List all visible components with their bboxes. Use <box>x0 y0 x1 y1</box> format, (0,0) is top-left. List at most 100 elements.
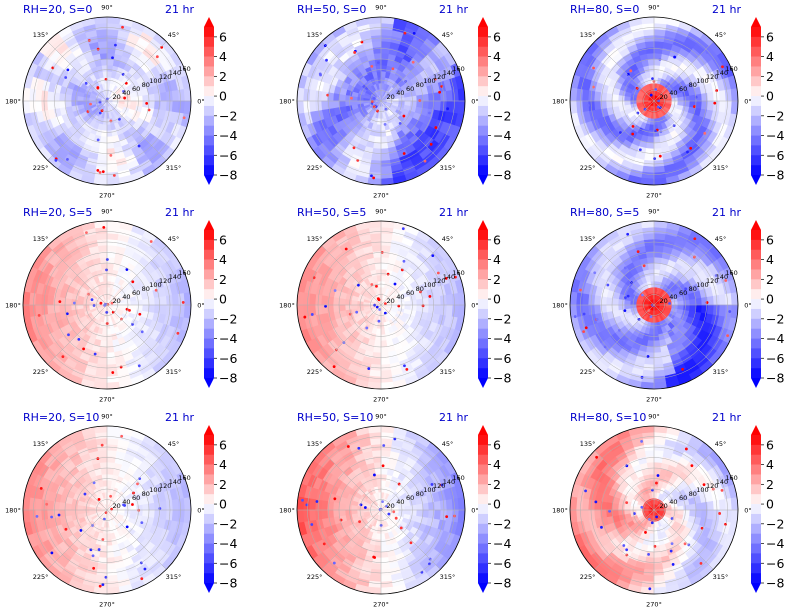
colorbar-tick-label: −4 <box>493 128 511 143</box>
colorbar-tick-label: 4 <box>219 457 227 472</box>
direction-tick-label: 180° <box>552 302 568 310</box>
colorbar-segment <box>478 145 488 156</box>
direction-tick-label: 315° <box>713 368 729 376</box>
heatmap-cell <box>46 295 54 306</box>
colorbar-segment <box>478 338 488 349</box>
radius-tick-label: 40 <box>669 89 677 97</box>
heatmap-speckle <box>50 551 54 555</box>
radius-tick-label: 160 <box>178 65 190 73</box>
colorbar-tick-label: −2 <box>493 108 511 123</box>
heatmap-cell <box>648 328 655 336</box>
direction-tick-label: 0° <box>197 507 204 515</box>
heatmap-speckle <box>370 100 374 103</box>
heatmap-cell <box>653 346 662 354</box>
colorbar-tick-label: 6 <box>219 437 227 452</box>
colorbar-segment <box>751 145 761 156</box>
colorbar-segment <box>751 289 761 300</box>
colorbar-tick-label: 2 <box>219 477 227 492</box>
heatmap-speckle <box>131 280 135 284</box>
heatmap-cell <box>653 64 660 72</box>
heatmap-cell <box>106 142 115 150</box>
heatmap-cell <box>106 473 113 481</box>
colorbar-segment <box>751 135 761 146</box>
colorbar-tick-label: 6 <box>219 29 227 44</box>
colorbar-segment <box>751 165 761 176</box>
radius-tick-label: 60 <box>132 494 140 502</box>
heatmap-speckle <box>721 65 724 69</box>
heatmap-speckle <box>77 337 81 341</box>
colorbar-tick-label: 2 <box>493 272 501 287</box>
heatmap-cell <box>97 40 108 48</box>
heatmap-cell <box>106 17 121 25</box>
heatmap-speckle <box>653 157 656 161</box>
heatmap-speckle <box>356 158 360 162</box>
heatmap-cell <box>653 148 663 156</box>
heatmap-cell <box>375 334 382 342</box>
heatmap-speckle <box>654 289 658 293</box>
heatmap-speckle <box>693 237 697 241</box>
heatmap-cell <box>106 346 115 354</box>
heatmap-cell <box>106 557 116 565</box>
heatmap-speckle <box>101 538 105 541</box>
heatmap-speckle <box>176 331 180 335</box>
colorbar-segment <box>751 328 761 339</box>
heatmap-cell <box>64 503 72 511</box>
angular-gridline <box>380 100 441 161</box>
heatmap-cell <box>58 502 66 511</box>
heatmap-cell <box>106 58 114 66</box>
colorbar-segment <box>478 115 488 126</box>
heatmap-cell <box>106 221 121 229</box>
colorbar-extend-bottom <box>751 378 761 388</box>
heatmap-cell <box>76 95 84 102</box>
colorbar-tick-label: −2 <box>766 108 784 123</box>
heatmap-cell <box>599 304 607 314</box>
heatmap-cell <box>648 124 655 132</box>
colorbar-segment <box>751 105 761 117</box>
colorbar-tick-label: 6 <box>493 232 501 247</box>
heatmap-cell <box>404 509 412 516</box>
heatmap-cell <box>646 52 655 60</box>
heatmap-cell <box>46 100 54 111</box>
heatmap-cell <box>160 91 168 102</box>
heatmap-cell <box>653 250 663 258</box>
heatmap-cell <box>58 93 66 102</box>
heatmap-cell <box>371 40 382 48</box>
heatmap-speckle <box>411 60 415 64</box>
direction-tick-label: 135° <box>580 31 596 39</box>
heatmap-cell <box>375 328 382 336</box>
colorbar-tick-label: 4 <box>219 252 227 267</box>
heatmap-speckle <box>67 333 70 337</box>
polar-panel: 90°45°0°315°270°225°180°135°204060801001… <box>552 3 784 200</box>
heatmap-cell <box>160 295 168 306</box>
heatmap-cell <box>683 100 691 107</box>
colorbar-extend-bottom <box>751 175 761 185</box>
heatmap-speckle <box>673 55 677 59</box>
direction-tick-label: 90° <box>648 208 660 216</box>
heatmap-cell <box>605 297 613 306</box>
heatmap-speckle <box>355 310 359 314</box>
heatmap-speckle <box>618 131 622 134</box>
colorbar-extend-top <box>204 220 214 230</box>
colorbar-tick-label: 0 <box>219 292 227 307</box>
heatmap-speckle <box>643 316 647 319</box>
heatmap-cell <box>611 94 619 102</box>
heatmap-cell <box>373 256 382 264</box>
colorbar-tick-label: −8 <box>493 168 511 183</box>
heatmap-cell <box>76 504 84 511</box>
heatmap-cell <box>326 100 334 110</box>
heatmap-speckle <box>433 77 437 81</box>
heatmap-cell <box>154 100 162 110</box>
heatmap-cell <box>380 473 387 481</box>
colorbar-tick-label: 4 <box>766 49 774 64</box>
heatmap-speckle <box>140 521 144 525</box>
heatmap-speckle <box>623 266 627 270</box>
colorbar-tick-label: −4 <box>766 331 784 346</box>
colorbar-tick-label: 0 <box>493 292 501 307</box>
heatmap-cell <box>653 40 664 48</box>
heatmap-cell <box>380 58 388 66</box>
heatmap-speckle <box>83 492 87 496</box>
colorbar-tick-label: −4 <box>493 331 511 346</box>
radius-tick-label: 160 <box>725 269 737 277</box>
heatmap-cell <box>380 479 387 487</box>
heatmap-speckle <box>713 101 717 105</box>
